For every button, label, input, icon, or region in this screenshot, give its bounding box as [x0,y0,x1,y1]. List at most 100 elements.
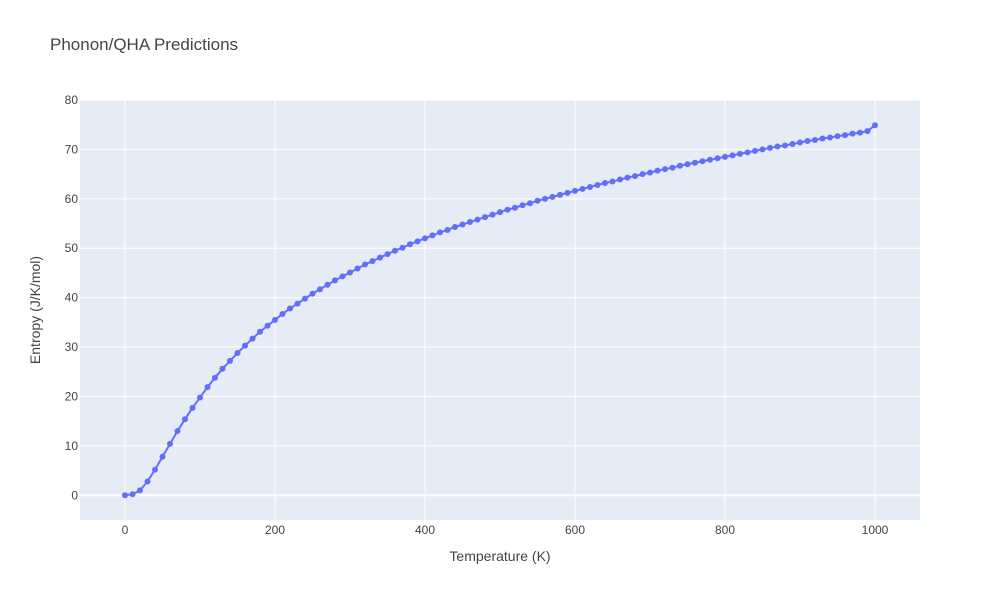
y-tick-label: 40 [65,291,79,305]
data-point [504,206,511,213]
data-point [257,328,263,335]
data-point [744,149,751,156]
data-point [422,235,428,242]
x-tick-label: 800 [715,523,735,537]
data-point [332,277,338,284]
data-point [459,221,466,228]
data-point [684,161,691,168]
data-point [669,164,676,171]
data-point [512,204,518,211]
data-point [474,216,481,223]
data-point [212,374,218,381]
data-point [789,140,796,147]
data-point [759,146,766,153]
data-point [377,254,383,261]
data-point [692,159,698,166]
data-point [159,453,166,460]
data-point [452,223,458,230]
data-point [804,138,811,145]
data-point [609,178,616,185]
data-point [647,169,653,176]
data-point [594,181,601,188]
data-point [144,478,151,485]
data-point [677,162,683,169]
data-point [519,202,526,209]
data-point [662,166,668,173]
data-point [414,238,421,245]
data-point [617,176,623,183]
data-point [714,155,721,162]
data-point [767,144,773,151]
data-point [482,214,488,221]
data-point [624,174,631,181]
data-point [564,189,571,196]
y-axis-title: Entropy (J/K/mol) [27,256,43,364]
data-point [497,209,503,216]
data-point [197,394,203,401]
data-point [294,300,301,307]
data-point [437,229,443,236]
data-point [302,295,308,302]
data-point [317,286,323,293]
data-point [167,440,173,447]
data-point [227,357,233,364]
data-point [234,349,241,356]
data-point [264,322,271,329]
data-point [467,219,473,226]
data-point [737,150,743,157]
y-tick-label: 10 [65,439,79,453]
data-point [174,428,181,435]
data-point [242,342,248,349]
data-point [362,261,368,268]
data-point [309,290,316,297]
data-point [542,195,548,202]
data-point [129,491,136,498]
data-point [797,139,803,146]
data-point [287,305,293,312]
data-point [204,384,211,391]
data-point [812,137,818,144]
data-point [272,316,278,323]
data-point [579,185,586,192]
data-point [219,365,226,372]
data-point [122,492,128,499]
data-point [819,135,826,142]
data-point [572,187,578,194]
data-point [834,133,841,140]
x-tick-label: 400 [415,523,435,537]
x-tick-label: 600 [565,523,585,537]
data-point [489,211,496,218]
plot-area [80,100,920,520]
data-point [392,247,398,254]
data-point [324,281,331,288]
data-point [782,142,788,149]
y-axis-ticks: 0 10 20 30 40 50 60 70 80 [65,93,79,502]
x-tick-label: 0 [122,523,129,537]
data-point [639,171,646,178]
data-point [654,167,661,174]
data-point [699,158,706,165]
data-point [632,173,638,180]
y-tick-label: 60 [65,192,79,206]
data-point [827,134,833,141]
x-axis-ticks: 0 200 400 600 800 1000 [122,523,889,537]
data-point [729,152,736,159]
data-point [384,251,391,258]
data-point [407,241,413,248]
data-point [339,273,346,280]
data-point [752,147,758,154]
data-point [279,310,286,317]
data-point [527,200,533,207]
data-point [444,226,451,233]
data-point [534,197,541,204]
data-point [182,416,188,423]
data-point [842,132,848,139]
y-tick-label: 80 [65,93,79,107]
y-tick-label: 70 [65,142,79,156]
data-point [152,466,158,473]
data-point [872,122,878,129]
data-point [369,258,376,265]
y-tick-label: 50 [65,241,79,255]
data-point [137,487,143,494]
